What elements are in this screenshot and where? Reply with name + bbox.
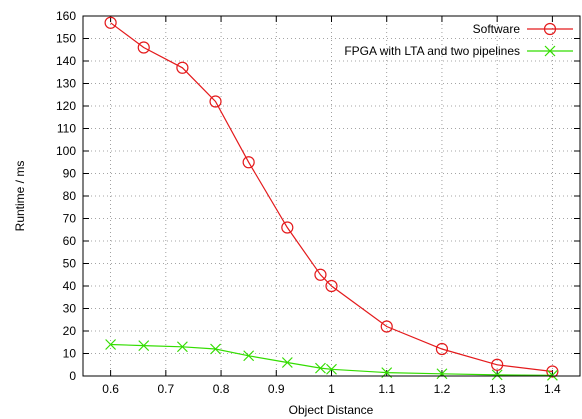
data-point-1 [315, 362, 326, 374]
data-point-0 [546, 365, 559, 378]
y-tick-label: 150 [56, 32, 76, 46]
series-layer [104, 16, 559, 381]
data-point-1 [176, 341, 188, 353]
y-tick-label: 100 [56, 144, 76, 158]
y-tick-label: 160 [56, 9, 76, 23]
y-tick-label: 90 [63, 167, 77, 181]
x-tick-label: 1.4 [544, 382, 561, 396]
y-tick-label: 0 [69, 369, 76, 383]
y-tick-label: 70 [63, 212, 77, 226]
legend-label: Software [473, 22, 521, 36]
axis-ticks: 0 10 20 30 40 50 60 70 80 90 100 110 120 130 140 150 160… [56, 9, 580, 396]
x-tick-label: 1 [328, 382, 335, 396]
data-point-0 [242, 156, 255, 169]
data-point-0 [325, 279, 338, 293]
series-line-1 [110, 343, 553, 376]
y-tick-label: 40 [63, 279, 77, 293]
y-tick-label: 20 [63, 324, 77, 338]
x-tick-label: 1.2 [434, 382, 451, 396]
x-axis-label: Object Distance [289, 403, 374, 417]
legend-marker [544, 45, 556, 57]
data-point-1 [436, 368, 448, 380]
data-point-0 [491, 358, 504, 371]
data-point-0 [176, 61, 189, 74]
y-tick-label: 50 [63, 257, 77, 271]
grid-lines [83, 16, 580, 376]
y-tick-label: 110 [57, 122, 76, 136]
data-point-1 [491, 369, 503, 381]
data-point-0 [209, 95, 222, 108]
data-point-1 [326, 363, 337, 375]
y-tick-label: 130 [56, 77, 76, 91]
legend-label: FPGA with LTA and two pipelines [344, 44, 520, 58]
x-tick-label: 0.8 [213, 382, 230, 396]
data-point-1 [281, 357, 293, 368]
data-point-1 [243, 350, 255, 362]
y-axis-label: Runtime / ms [13, 161, 27, 232]
data-point-1 [210, 343, 221, 355]
x-tick-label: 1.3 [489, 382, 506, 396]
data-point-1 [546, 369, 558, 381]
y-tick-label: 80 [63, 189, 77, 203]
plot-frame [82, 15, 581, 377]
x-tick-label: 0.6 [102, 382, 119, 396]
x-tick-label: 1.1 [378, 382, 395, 396]
legend-marker [543, 22, 557, 36]
data-point-1 [105, 339, 117, 350]
y-tick-label: 30 [63, 302, 77, 316]
data-point-0 [137, 41, 150, 54]
data-point-0 [380, 320, 393, 333]
y-tick-label: 120 [56, 99, 76, 113]
x-tick-label: 0.9 [268, 382, 285, 396]
data-point-0 [281, 221, 294, 234]
y-tick-label: 60 [63, 234, 77, 248]
data-point-0 [104, 16, 117, 29]
series-line-0 [110, 22, 553, 373]
legend: Software FPGA with LTA and two pipelines [344, 22, 573, 58]
data-point-0 [314, 268, 327, 281]
x-tick-label: 0.7 [157, 382, 174, 396]
y-tick-label: 10 [63, 347, 77, 361]
data-point-1 [138, 340, 150, 352]
y-tick-label: 140 [56, 54, 76, 68]
data-point-0 [435, 342, 449, 356]
